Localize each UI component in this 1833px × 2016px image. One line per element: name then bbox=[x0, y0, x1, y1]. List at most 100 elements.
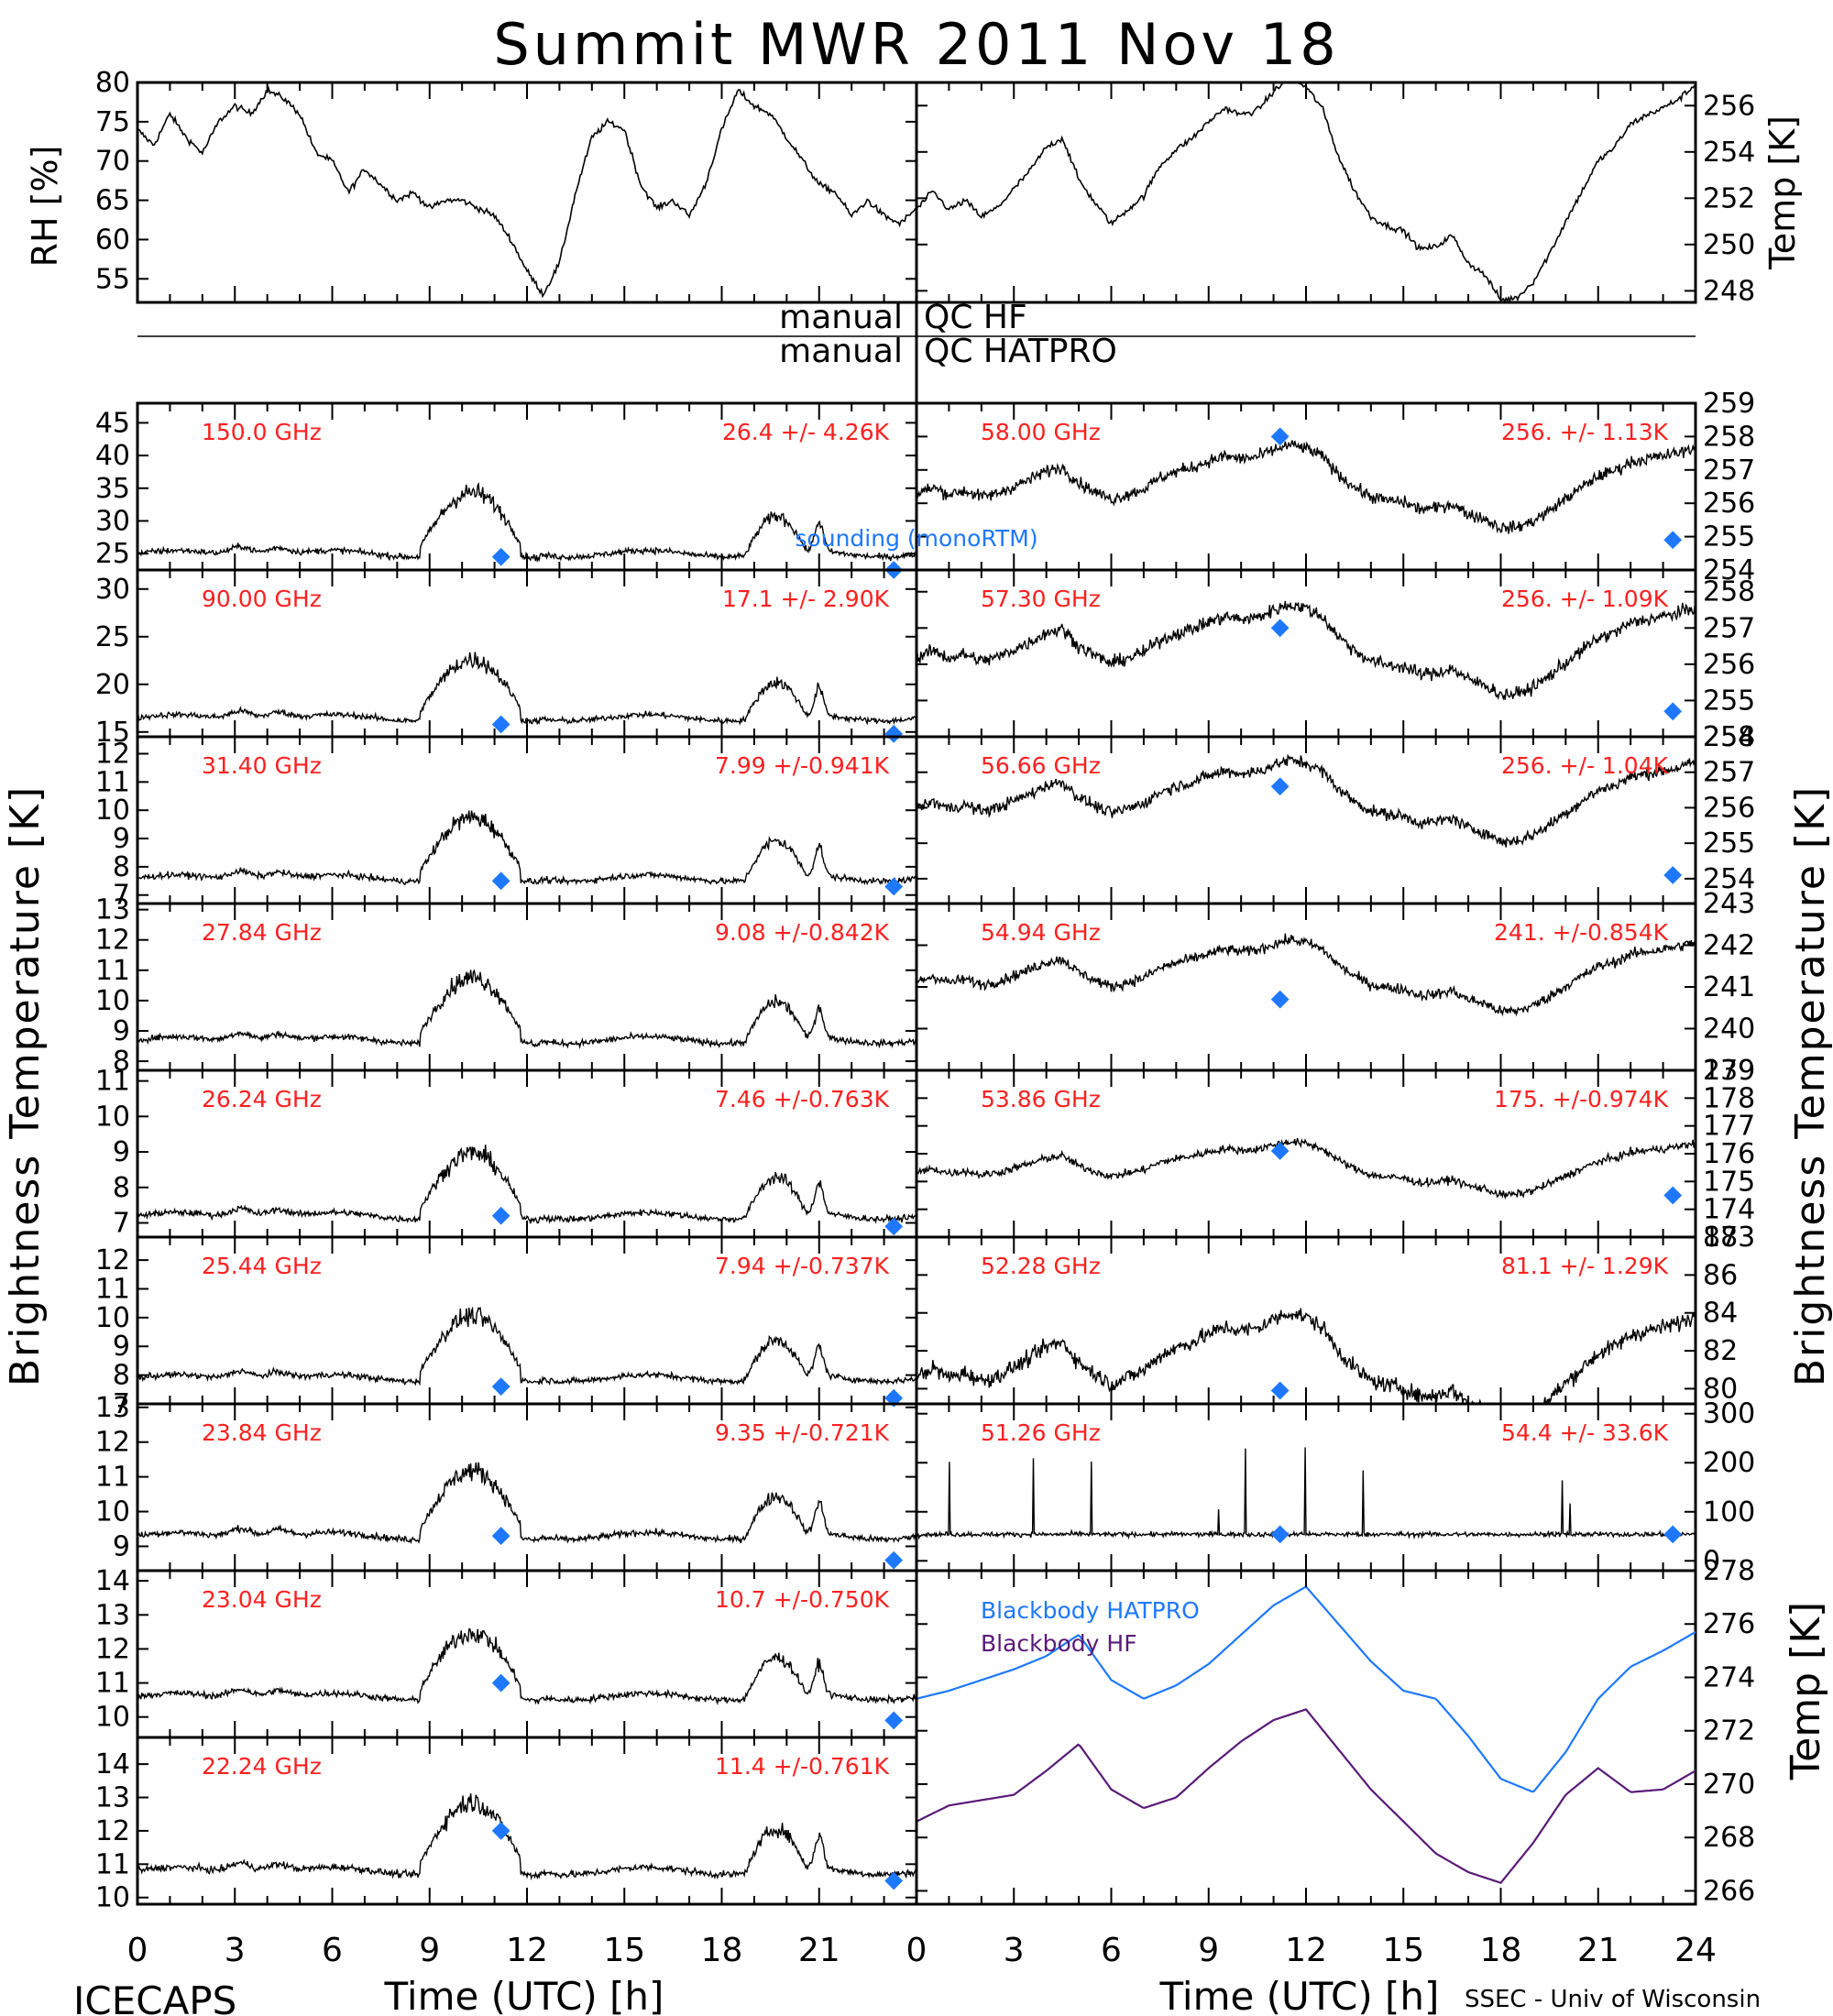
channel-panel-2784ghz-ytick-label: 12 bbox=[95, 925, 130, 957]
blackbody-panel: Blackbody HATPRO Blackbody HF 266 268 270 272… bbox=[915, 1555, 1755, 1907]
sounding-point bbox=[884, 724, 904, 743]
channel-panel-5228ghz-ytick-label: 84 bbox=[1703, 1298, 1738, 1330]
rh-panel-ytick-label: 55 bbox=[95, 263, 130, 295]
sounding-point bbox=[491, 715, 510, 734]
channel-panel-2544ghz-ytick-label: 7 bbox=[113, 1388, 130, 1420]
x-tick-label-left: 21 bbox=[798, 1932, 840, 1969]
stat-label: 9.35 +/-0.721K bbox=[715, 1419, 890, 1446]
sounding-point bbox=[884, 1550, 904, 1570]
channel-panel-2784ghz-ytick-label: 10 bbox=[95, 985, 130, 1017]
channel-panel-2784ghz-line bbox=[137, 969, 917, 1049]
channel-panel-2784ghz-ytick-label: 8 bbox=[113, 1046, 130, 1078]
frequency-label: 150.0 GHz bbox=[202, 419, 322, 445]
sounding-point bbox=[1663, 866, 1683, 884]
channel-panel-5228ghz-ytick-label: 88 bbox=[1703, 1222, 1738, 1254]
channel-panel-5386ghz-ytick-label: 178 bbox=[1703, 1082, 1755, 1114]
frequency-label: 52.28 GHz bbox=[981, 1253, 1101, 1279]
rh-panel-ytick-label: 60 bbox=[95, 224, 130, 256]
x-tick-label-right: 9 bbox=[1198, 1932, 1219, 1969]
frequency-label: 26.24 GHz bbox=[202, 1086, 322, 1112]
footer-ssec: SSEC - Univ of Wisconsin bbox=[1465, 1986, 1761, 2013]
x-tick-label-left: 12 bbox=[506, 1932, 548, 1969]
channel-panel-5386ghz-line bbox=[916, 1137, 1696, 1200]
channel-panel-2784ghz-ytick-label: 13 bbox=[95, 894, 130, 926]
temp-panel-ytick-label: 256 bbox=[1703, 90, 1755, 122]
channel-panel-2624ghz-ytick-label: 7 bbox=[113, 1208, 130, 1240]
channel-panel-1500ghz-ytick-label: 40 bbox=[95, 440, 130, 472]
channel-panel-5666ghz-line bbox=[916, 753, 1696, 848]
x-tick-label-right: 24 bbox=[1674, 1932, 1717, 1969]
sounding-point bbox=[491, 871, 510, 891]
x-tick-label-right: 12 bbox=[1285, 1932, 1327, 1969]
channel-panel-3140ghz-ytick-label: 8 bbox=[113, 851, 130, 883]
stat-label: 175. +/-0.974K bbox=[1494, 1086, 1669, 1112]
sounding-point bbox=[491, 547, 510, 566]
channel-panel-2304ghz-ytick-label: 11 bbox=[95, 1668, 130, 1700]
figure-title: Summit MWR 2011 Nov 18 bbox=[493, 11, 1339, 78]
channel-panel-5730ghz-line bbox=[916, 600, 1696, 701]
rh-axis-label: RH [%] bbox=[25, 146, 65, 268]
channel-panel-2624ghz-ytick-label: 11 bbox=[95, 1066, 130, 1098]
qc-band: manual QC HF manual QC HATPRO bbox=[137, 299, 1696, 370]
channel-panel-2784ghz-ytick-label: 9 bbox=[113, 1015, 130, 1047]
channel-panel-2384ghz-ytick-label: 10 bbox=[95, 1496, 130, 1528]
temp-panel-ytick-label: 248 bbox=[1703, 275, 1755, 307]
sounding-point bbox=[1270, 990, 1290, 1009]
x-axis-label-left: Time (UTC) [h] bbox=[384, 1974, 664, 2016]
channel-panel-5126ghz-ytick-label: 300 bbox=[1703, 1398, 1755, 1430]
channel-panel-2544ghz-ytick-label: 8 bbox=[113, 1360, 130, 1392]
x-tick-label-right: 0 bbox=[906, 1932, 927, 1969]
channel-panel-2384ghz-ytick-label: 12 bbox=[95, 1427, 130, 1459]
sounding-point bbox=[884, 1711, 904, 1730]
qc-hatpro-left-label: manual bbox=[779, 333, 903, 370]
channel-panel-5386ghz-ytick-label: 173 bbox=[1703, 1222, 1755, 1254]
sounding-point bbox=[1663, 531, 1683, 550]
x-tick-label-right: 3 bbox=[1004, 1932, 1025, 1969]
x-tick-label-left: 18 bbox=[701, 1932, 743, 1969]
channel-panel-2624ghz-ytick-label: 9 bbox=[113, 1136, 130, 1168]
rh-panel-ytick-label: 80 bbox=[95, 67, 130, 99]
channel-panel-9000ghz-ytick-label: 15 bbox=[95, 717, 130, 749]
rh-panel-ytick-label: 70 bbox=[95, 146, 130, 178]
frequency-label: 51.26 GHz bbox=[981, 1419, 1101, 1446]
channel-panel-1500ghz-ytick-label: 30 bbox=[95, 505, 130, 537]
blackbody-panel-ytick-label: 274 bbox=[1703, 1661, 1755, 1693]
channel-panel-5800ghz-ytick-label: 255 bbox=[1703, 521, 1755, 553]
sounding-point bbox=[491, 1206, 510, 1225]
rh-panel-line bbox=[137, 85, 917, 299]
channel-panel-9000ghz-ytick-label: 20 bbox=[95, 669, 130, 701]
channel-panel-2224ghz-ytick-label: 11 bbox=[95, 1848, 130, 1880]
channel-panel-5494ghz-line bbox=[916, 933, 1696, 1017]
stat-label: 54.4 +/- 33.6K bbox=[1501, 1419, 1669, 1446]
channel-panel-5666ghz-ytick-label: 255 bbox=[1703, 827, 1755, 860]
blackbody-panel-ytick-label: 268 bbox=[1703, 1822, 1755, 1854]
channel-panel-5228ghz-ytick-label: 86 bbox=[1703, 1259, 1738, 1291]
frequency-label: 90.00 GHz bbox=[202, 586, 322, 612]
channel-panel-5126ghz-ytick-label: 0 bbox=[1703, 1545, 1720, 1577]
channel-panel-2304ghz-line bbox=[137, 1627, 916, 1706]
channel-panel-2304ghz-ytick-label: 13 bbox=[95, 1599, 130, 1631]
channel-panel-1500ghz-ytick-label: 45 bbox=[95, 407, 130, 439]
channel-panel-2544ghz-ytick-label: 9 bbox=[113, 1331, 130, 1363]
channel-panel-2304ghz-ytick-label: 12 bbox=[95, 1633, 130, 1665]
channel-panel-2384ghz-ytick-label: 13 bbox=[95, 1392, 130, 1424]
channel-panel-5228ghz-ytick-label: 82 bbox=[1703, 1335, 1738, 1367]
sounding-point bbox=[1270, 777, 1290, 796]
sounding-point bbox=[491, 1377, 510, 1397]
qc-hatpro-right-label: QC HATPRO bbox=[924, 333, 1117, 370]
channel-panel-2544ghz-line bbox=[137, 1306, 917, 1386]
channel-panel-9000ghz-ytick-label: 25 bbox=[95, 621, 130, 653]
stat-label: 10.7 +/-0.750K bbox=[715, 1586, 890, 1613]
channel-panel-5666ghz-ytick-label: 256 bbox=[1703, 792, 1755, 824]
channel-panel-5228ghz-line bbox=[916, 1308, 1696, 1406]
frequency-label: 25.44 GHz bbox=[202, 1253, 322, 1279]
channel-panel-5494ghz-ytick-label: 240 bbox=[1703, 1013, 1755, 1046]
x-tick-label-left: 0 bbox=[127, 1932, 148, 1969]
channel-panel-5126ghz-ytick-label: 100 bbox=[1703, 1496, 1755, 1528]
channel-panel-5126ghz: 0 100 200 300 51.26 GHz 54.4 +/- 33.6K bbox=[915, 1398, 1755, 1577]
channel-panel-2624ghz-ytick-label: 8 bbox=[113, 1172, 130, 1204]
sounding-point bbox=[1270, 1142, 1290, 1160]
sounding-point bbox=[1663, 702, 1683, 721]
